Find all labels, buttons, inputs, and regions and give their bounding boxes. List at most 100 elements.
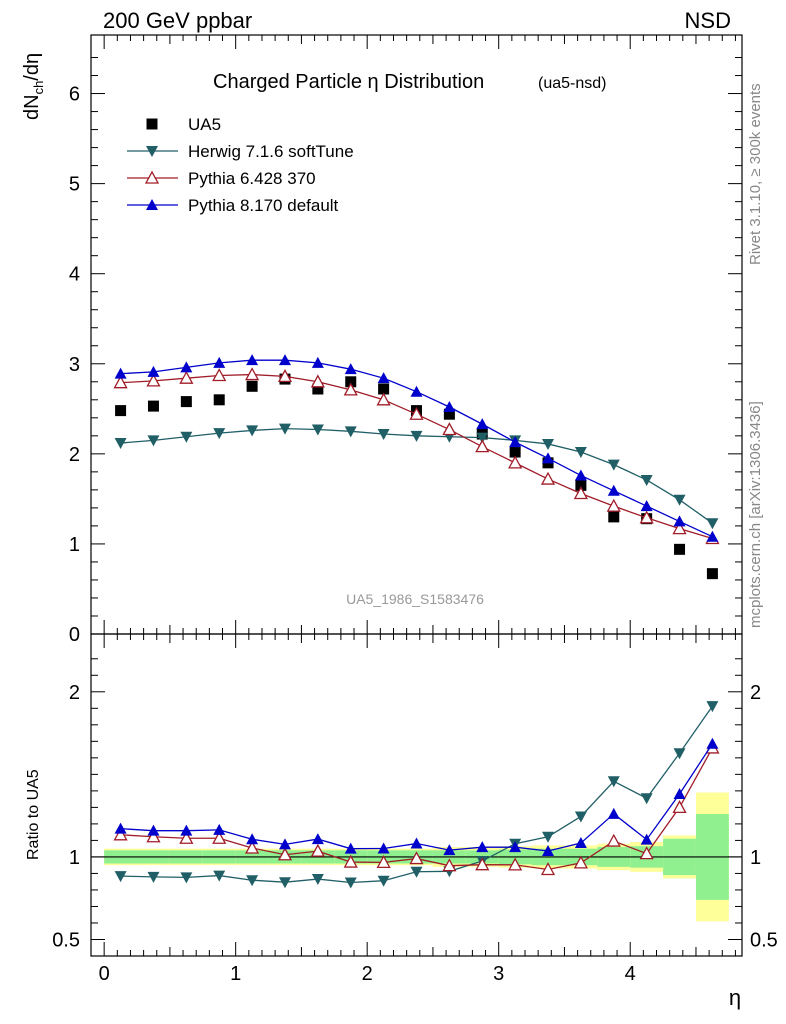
ratio-point-pythia-6-428-370 xyxy=(146,829,161,843)
header-process-label: NSD xyxy=(685,8,731,33)
ratio-point-pythia-8-170-default xyxy=(673,788,686,800)
point-ua5 xyxy=(213,394,225,406)
ratio-line-pythia-8-170-default xyxy=(120,743,713,852)
point-ua5 xyxy=(608,511,620,523)
ratio-point-pythia-6-428-370 xyxy=(639,846,654,860)
ratio-point-herwig-7-1-6-softtune xyxy=(278,877,291,889)
ratio-point-herwig-7-1-6-softtune xyxy=(542,831,555,843)
ratio-point-pythia-8-170-default xyxy=(476,841,489,853)
ratio-panel: 0 1 2 3 4 0.5 0.5 1 1 2 2 xyxy=(52,633,778,985)
ratio-point-herwig-7-1-6-softtune xyxy=(410,866,423,878)
ratio-point-herwig-7-1-6-softtune xyxy=(344,877,357,889)
ratio-point-pythia-8-170-default xyxy=(542,844,555,856)
ratio-point-herwig-7-1-6-softtune xyxy=(673,748,686,760)
point-herwig-7-1-6-softtune xyxy=(114,438,127,450)
point-pythia-8-170-default xyxy=(377,372,390,384)
ratio-point-herwig-7-1-6-softtune xyxy=(706,701,719,713)
point-pythia-6-428-370 xyxy=(409,406,424,420)
ratio-point-pythia-8-170-default xyxy=(278,838,291,850)
ratio-point-pythia-8-170-default xyxy=(344,842,357,854)
point-pythia-6-428-370 xyxy=(310,374,325,388)
ratio-point-pythia-8-170-default xyxy=(574,837,587,849)
point-pythia-8-170-default xyxy=(311,356,324,368)
main-series-layer xyxy=(113,354,720,580)
ratio-point-pythia-8-170-default xyxy=(706,737,719,749)
chart-title-suffix: (ua5-nsd) xyxy=(538,75,606,92)
point-pythia-6-428-370 xyxy=(606,498,621,512)
ratio-point-pythia-6-428-370 xyxy=(409,851,424,865)
rivet-version-label: Rivet 3.1.10, ≥ 300k events xyxy=(747,83,764,265)
point-ua5 xyxy=(246,380,258,392)
ratio-point-pythia-6-428-370 xyxy=(212,830,227,844)
point-herwig-7-1-6-softtune xyxy=(278,423,291,435)
ratio-point-herwig-7-1-6-softtune xyxy=(377,875,390,887)
point-pythia-8-170-default xyxy=(278,354,291,366)
ratio-point-herwig-7-1-6-softtune xyxy=(213,870,226,882)
ratio-point-pythia-6-428-370 xyxy=(343,854,358,868)
legend: UA5 Herwig 7.1.6 softTune Pythia 6.428 370… xyxy=(127,115,354,215)
point-ua5 xyxy=(443,408,455,420)
ratio-point-pythia-8-170-default xyxy=(311,833,324,845)
y-tick-label-main: 3 xyxy=(69,354,80,376)
point-herwig-7-1-6-softtune xyxy=(640,474,653,486)
legend-marker-pythia-6-428-370 xyxy=(144,170,160,184)
ratio-point-pythia-6-428-370 xyxy=(540,862,556,876)
ratio-point-herwig-7-1-6-softtune xyxy=(607,776,620,788)
point-pythia-6-428-370 xyxy=(245,367,260,381)
point-herwig-7-1-6-softtune xyxy=(706,518,719,530)
point-ua5 xyxy=(345,376,357,388)
ratio-point-pythia-8-170-default xyxy=(640,833,653,845)
y-tick-label-main: 5 xyxy=(69,174,80,196)
series-line-pythia-6-428-370 xyxy=(120,373,713,540)
point-ua5 xyxy=(115,405,127,417)
ratio-point-herwig-7-1-6-softtune xyxy=(311,874,324,886)
point-pythia-8-170-default xyxy=(213,356,226,368)
y-tick-label-ratio-right: 2 xyxy=(750,682,761,704)
ratio-point-pythia-6-428-370 xyxy=(113,827,128,841)
point-pythia-8-170-default xyxy=(607,484,620,496)
y-tick-label-ratio-right: 0.5 xyxy=(750,929,778,951)
point-pythia-6-428-370 xyxy=(508,455,523,469)
ratio-point-herwig-7-1-6-softtune xyxy=(147,871,160,883)
point-pythia-6-428-370 xyxy=(376,392,391,406)
point-herwig-7-1-6-softtune xyxy=(344,426,357,438)
point-ua5 xyxy=(674,543,686,555)
point-herwig-7-1-6-softtune xyxy=(377,429,390,441)
point-pythia-6-428-370 xyxy=(277,369,293,383)
mcplots-label: mcplots.cern.ch [arXiv:1306.3436] xyxy=(747,401,764,628)
ratio-point-pythia-8-170-default xyxy=(410,837,423,849)
ratio-point-pythia-8-170-default xyxy=(213,823,226,835)
point-herwig-7-1-6-softtune xyxy=(410,430,423,442)
point-ua5 xyxy=(706,568,718,580)
main-axis-ticks: 0 1 2 3 4 5 6 xyxy=(69,35,742,646)
point-herwig-7-1-6-softtune xyxy=(476,432,489,444)
point-pythia-8-170-default xyxy=(410,385,423,397)
point-herwig-7-1-6-softtune xyxy=(147,435,160,447)
ratio-point-pythia-6-428-370 xyxy=(277,847,293,861)
ratio-point-pythia-6-428-370 xyxy=(606,833,621,847)
point-pythia-8-170-default xyxy=(542,452,555,464)
ratio-point-pythia-6-428-370 xyxy=(245,840,260,854)
point-pythia-6-428-370 xyxy=(475,439,490,453)
y-tick-label-ratio-left: 2 xyxy=(69,682,80,704)
legend-label-pythia-6-428-370: Pythia 6.428 370 xyxy=(188,169,316,188)
ratio-point-herwig-7-1-6-softtune xyxy=(640,793,653,805)
x-tick-label: 4 xyxy=(625,963,636,985)
point-pythia-8-170-default xyxy=(246,354,259,366)
point-herwig-7-1-6-softtune xyxy=(180,431,193,443)
y-tick-label-ratio-right: 1 xyxy=(750,847,761,869)
y-axis-label-main: dNch/dη xyxy=(21,53,46,120)
ratio-point-pythia-8-170-default xyxy=(147,824,160,836)
ratio-point-herwig-7-1-6-softtune xyxy=(114,871,127,883)
legend-label-herwig-7-1-6-softtune: Herwig 7.1.6 softTune xyxy=(188,142,354,161)
ratio-point-pythia-8-170-default xyxy=(180,824,193,836)
ratio-point-pythia-6-428-370 xyxy=(310,843,325,857)
point-herwig-7-1-6-softtune xyxy=(574,447,587,459)
point-pythia-6-428-370 xyxy=(146,373,161,387)
legend-marker-herwig-7-1-6-softtune xyxy=(146,146,158,157)
ratio-point-pythia-8-170-default xyxy=(443,844,456,856)
point-pythia-6-428-370 xyxy=(672,521,687,535)
point-pythia-6-428-370 xyxy=(442,422,457,436)
point-herwig-7-1-6-softtune xyxy=(311,424,324,436)
